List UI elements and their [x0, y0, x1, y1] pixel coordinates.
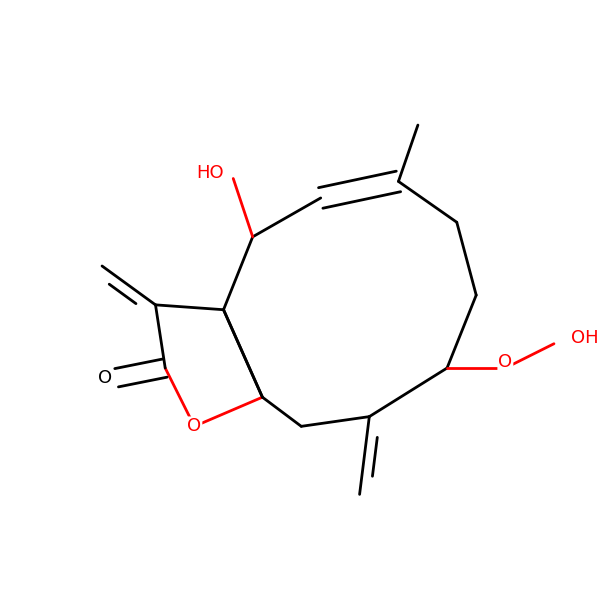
Text: O: O [187, 418, 202, 436]
Text: O: O [98, 369, 112, 387]
Text: OH: OH [571, 329, 599, 347]
Text: O: O [499, 353, 512, 371]
Text: HO: HO [196, 164, 224, 182]
